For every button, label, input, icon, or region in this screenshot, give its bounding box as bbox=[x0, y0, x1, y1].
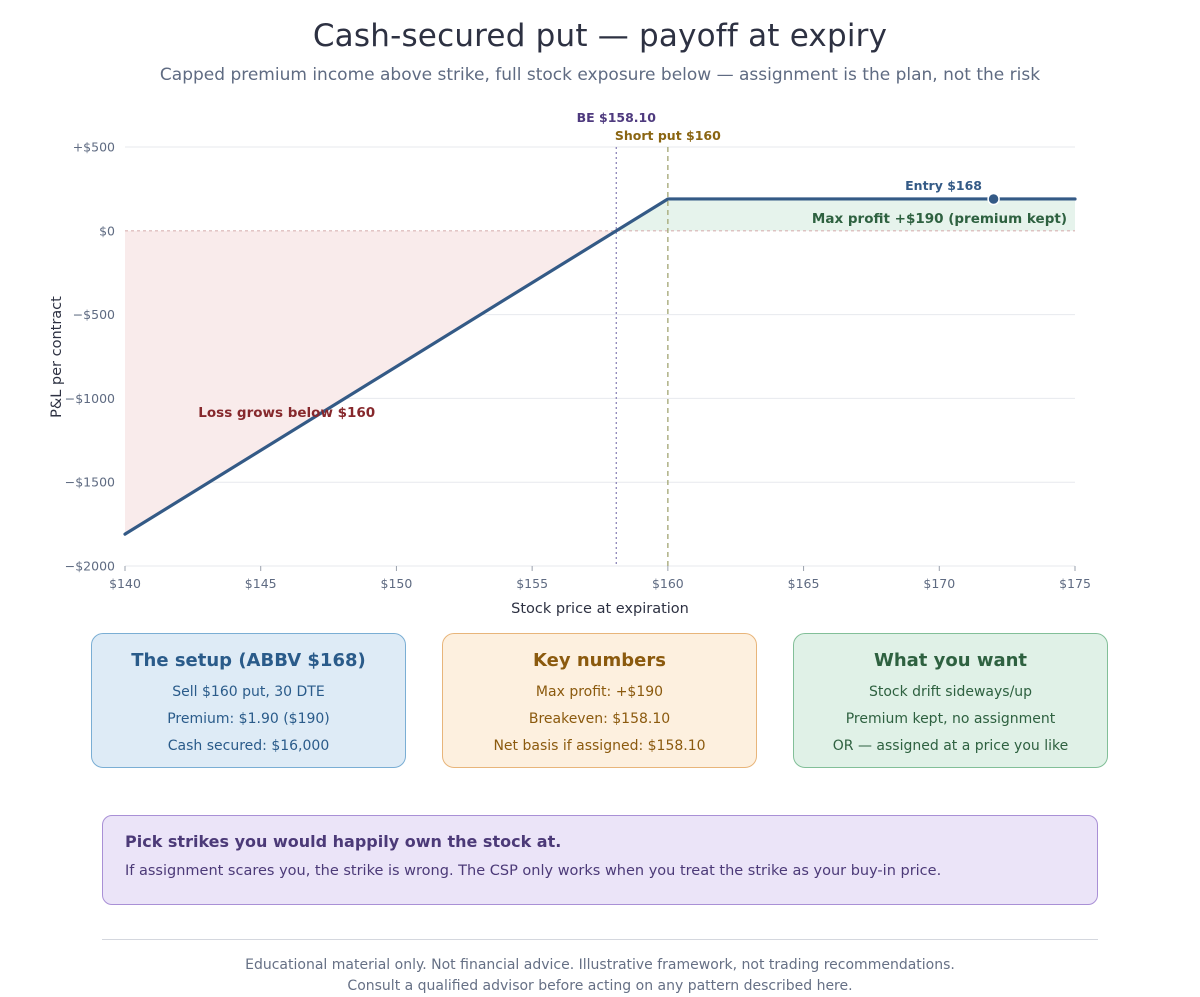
payoff-chart: BE $158.10 Short put $160 Entry $168 +$50… bbox=[49, 110, 1091, 617]
footer-divider bbox=[102, 939, 1098, 940]
x-tick-label: $165 bbox=[788, 576, 820, 591]
setup-line: Cash secured: $16,000 bbox=[167, 738, 330, 754]
x-tick-label: $150 bbox=[381, 576, 413, 591]
entry-marker bbox=[987, 192, 1000, 206]
y-tick-label: +$500 bbox=[73, 140, 115, 155]
callout-heading: Pick strikes you would happily own the s… bbox=[125, 832, 562, 851]
disclaimer-line: Consult a qualified advisor before actin… bbox=[347, 978, 853, 994]
x-tick-label: $175 bbox=[1059, 576, 1091, 591]
breakeven-label: BE $158.10 bbox=[577, 110, 657, 125]
y-tick-label: $0 bbox=[99, 223, 115, 238]
entry-marker-label: Entry $168 bbox=[905, 178, 982, 193]
page-subtitle: Capped premium income above strike, full… bbox=[159, 65, 1041, 85]
x-tick-label: $160 bbox=[652, 576, 684, 591]
annotations: Max profit +$190 (premium kept) Loss grow… bbox=[198, 211, 1067, 421]
what-you-want-line: Stock drift sideways/up bbox=[868, 684, 1033, 700]
y-tick-label: −$500 bbox=[73, 307, 115, 322]
key-numbers-line: Net basis if assigned: $158.10 bbox=[493, 738, 706, 754]
x-tick-label: $140 bbox=[109, 576, 141, 591]
setup-card: The setup (ABBV $168) Sell $160 put, 30 … bbox=[91, 633, 406, 768]
key-numbers-line: Breakeven: $158.10 bbox=[528, 711, 671, 727]
max-profit-label: Max profit +$190 (premium kept) bbox=[812, 211, 1067, 227]
disclaimer-line: Educational material only. Not financial… bbox=[245, 957, 955, 973]
loss-label: Loss grows below $160 bbox=[198, 405, 375, 421]
y-tick-label: −$1000 bbox=[65, 391, 115, 406]
payoff-line bbox=[123, 197, 1077, 536]
profit-area bbox=[616, 198, 1075, 231]
key-numbers-line: Max profit: +$190 bbox=[535, 684, 664, 700]
key-numbers-card: Key numbers Max profit: +$190 Breakeven:… bbox=[442, 633, 757, 768]
what-you-want-card: What you want Stock drift sideways/up Pr… bbox=[793, 633, 1108, 768]
setup-line: Premium: $1.90 ($190) bbox=[167, 711, 330, 727]
what-you-want-card-title: What you want bbox=[873, 650, 1028, 671]
callout-body: If assignment scares you, the strike is … bbox=[125, 863, 942, 879]
y-tick-label: −$2000 bbox=[65, 559, 115, 574]
setup-card-title: The setup (ABBV $168) bbox=[131, 650, 366, 671]
strike-label: Short put $160 bbox=[615, 128, 721, 143]
x-tick-label: $155 bbox=[516, 576, 548, 591]
what-you-want-line: OR — assigned at a price you like bbox=[832, 738, 1069, 754]
key-numbers-card-title: Key numbers bbox=[533, 650, 666, 671]
x-tick-label: $170 bbox=[923, 576, 955, 591]
page-title: Cash-secured put — payoff at expiry bbox=[312, 18, 888, 54]
y-axis-label: P&L per contract bbox=[49, 296, 65, 418]
disclaimer: Educational material only. Not financial… bbox=[0, 955, 1200, 997]
markers: Entry $168 bbox=[905, 178, 1000, 206]
x-axis-label: Stock price at expiration bbox=[511, 601, 689, 617]
x-tick-labels: $140 $145 $150 $155 $160 $165 $170 $175 bbox=[109, 566, 1091, 591]
setup-line: Sell $160 put, 30 DTE bbox=[172, 684, 325, 700]
y-tick-labels: +$500 $0 −$500 −$1000 −$1500 −$2000 bbox=[65, 140, 115, 574]
reference-lines: BE $158.10 Short put $160 bbox=[577, 110, 721, 566]
strike-advice-callout: Pick strikes you would happily own the s… bbox=[102, 815, 1098, 905]
y-tick-label: −$1500 bbox=[65, 475, 115, 490]
what-you-want-line: Premium kept, no assignment bbox=[845, 711, 1056, 727]
x-tick-label: $145 bbox=[245, 576, 277, 591]
